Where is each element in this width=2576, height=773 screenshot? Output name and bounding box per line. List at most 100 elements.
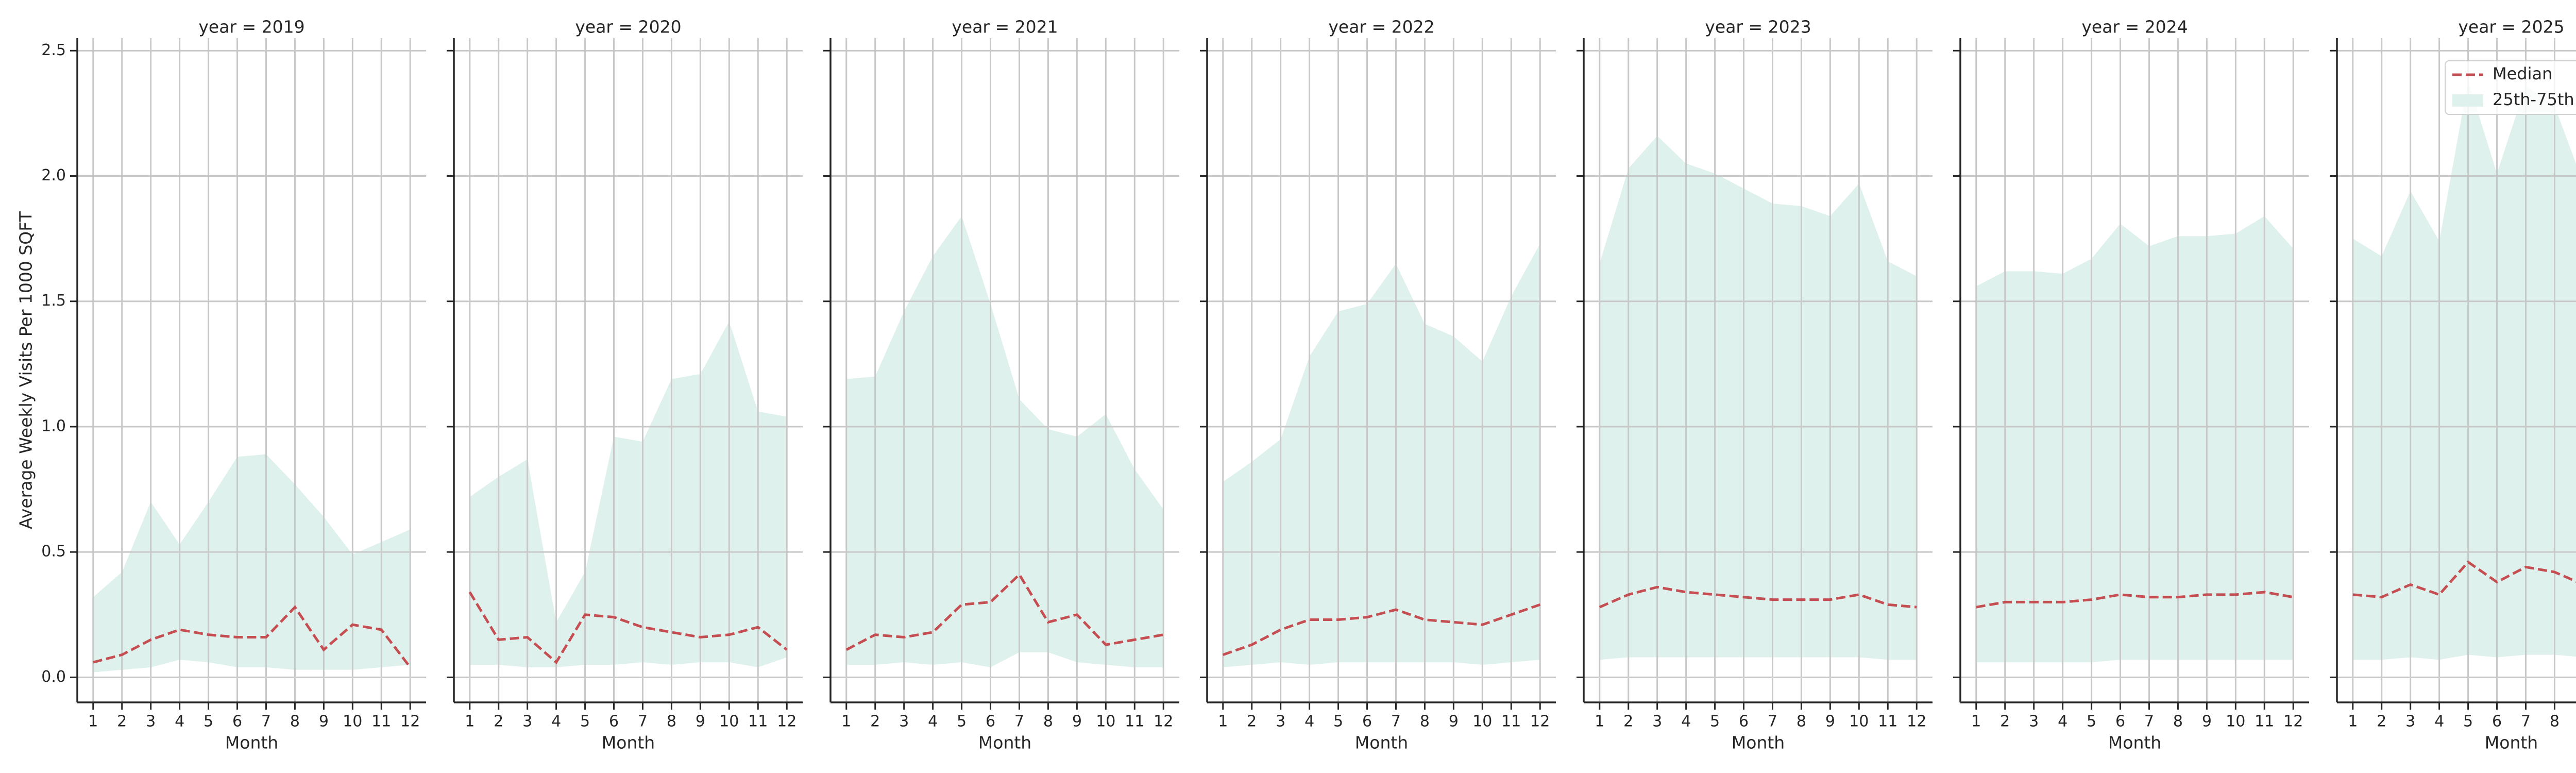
x-tick-label: 7 <box>1391 713 1401 731</box>
x-tick-label: 2 <box>2000 713 2010 731</box>
facet-title: year = 2025 <box>2458 17 2564 37</box>
iqr-band <box>469 321 787 667</box>
x-tick-label: 4 <box>1304 713 1314 731</box>
x-tick-label: 8 <box>2550 713 2560 731</box>
x-tick-label: 1 <box>841 713 851 731</box>
x-tick-label: 8 <box>667 713 676 731</box>
y-tick-label: 2.5 <box>41 41 66 59</box>
facet-title: year = 2024 <box>2081 17 2188 37</box>
x-tick-label: 6 <box>1739 713 1749 731</box>
x-tick-label: 8 <box>1420 713 1430 731</box>
x-tick-label: 2 <box>870 713 880 731</box>
x-tick-label: 10 <box>1849 713 1869 731</box>
x-tick-label: 9 <box>1449 713 1459 731</box>
y-tick-label: 0.5 <box>41 543 66 561</box>
legend-swatch <box>2452 94 2483 107</box>
median-line <box>1599 585 1917 609</box>
x-tick-label: 2 <box>117 713 127 731</box>
x-tick-label: 2 <box>1623 713 1633 731</box>
x-tick-label: 4 <box>1681 713 1691 731</box>
x-tick-label: 5 <box>204 713 213 731</box>
x-tick-label: 6 <box>2492 713 2502 731</box>
x-tick-label: 7 <box>638 713 648 731</box>
x-tick-label: 4 <box>551 713 561 731</box>
iqr-band <box>1976 216 2294 663</box>
x-tick-label: 2 <box>1247 713 1257 731</box>
x-axis-label: Month <box>978 733 1031 753</box>
x-tick-label: 11 <box>1878 713 1897 731</box>
x-tick-label: 11 <box>1501 713 1521 731</box>
x-tick-label: 9 <box>1072 713 1082 731</box>
x-tick-label: 12 <box>400 713 420 731</box>
x-tick-label: 8 <box>1043 713 1053 731</box>
x-tick-label: 11 <box>2255 713 2274 731</box>
x-axis-label: Month <box>1355 733 1408 753</box>
x-tick-label: 6 <box>986 713 995 731</box>
x-tick-label: 7 <box>2521 713 2531 731</box>
x-tick-label: 5 <box>2087 713 2096 731</box>
x-tick-label: 12 <box>777 713 796 731</box>
x-axis-label: Month <box>2108 733 2161 753</box>
x-axis-label: Month <box>602 733 655 753</box>
x-tick-label: 5 <box>1710 713 1720 731</box>
facet-title: year = 2019 <box>198 17 304 37</box>
x-tick-label: 6 <box>1362 713 1372 731</box>
y-tick-label: 1.5 <box>41 292 66 310</box>
facet-title: year = 2023 <box>1705 17 1811 37</box>
iqr-band <box>1599 136 1917 660</box>
iqr-band <box>1223 243 1540 667</box>
x-tick-label: 10 <box>1472 713 1492 731</box>
x-tick-label: 5 <box>957 713 967 731</box>
median-line <box>1222 603 1541 656</box>
x-tick-label: 6 <box>232 713 242 731</box>
x-tick-label: 10 <box>719 713 739 731</box>
x-tick-label: 7 <box>261 713 271 731</box>
x-tick-label: 10 <box>1096 713 1115 731</box>
x-tick-label: 5 <box>580 713 590 731</box>
y-tick-label: 1.0 <box>41 417 66 435</box>
y-axis-label: Average Weekly Visits Per 1000 SQFT <box>16 211 36 529</box>
x-tick-label: 9 <box>1825 713 1835 731</box>
legend: Median 25th-75th Percentile <box>2445 60 2576 115</box>
legend-label: 25th-75th Percentile <box>2493 90 2576 109</box>
median-line <box>468 591 788 665</box>
x-tick-label: 8 <box>1797 713 1806 731</box>
x-tick-label: 9 <box>2202 713 2212 731</box>
facet-title: year = 2020 <box>575 17 681 37</box>
x-tick-label: 4 <box>175 713 184 731</box>
median-line <box>845 572 1164 651</box>
x-axis-label: Month <box>2485 733 2538 753</box>
x-tick-label: 1 <box>1971 713 1981 731</box>
legend-label: Median <box>2493 64 2552 83</box>
x-tick-label: 4 <box>2434 713 2444 731</box>
x-tick-label: 3 <box>2405 713 2415 731</box>
x-tick-label: 3 <box>1276 713 1285 731</box>
iqr-band <box>93 454 411 673</box>
facet-title: year = 2022 <box>1328 17 1434 37</box>
x-tick-label: 10 <box>343 713 362 731</box>
x-tick-label: 9 <box>696 713 705 731</box>
x-tick-label: 8 <box>2173 713 2183 731</box>
x-axis-label: Month <box>225 733 278 753</box>
iqr-band <box>846 216 1164 667</box>
x-tick-label: 7 <box>1768 713 1777 731</box>
iqr-band <box>2352 80 2576 660</box>
x-tick-label: 6 <box>609 713 619 731</box>
x-tick-label: 5 <box>2463 713 2473 731</box>
x-axis-label: Month <box>1732 733 1785 753</box>
x-tick-label: 8 <box>290 713 300 731</box>
x-tick-label: 1 <box>1218 713 1228 731</box>
x-tick-label: 2 <box>2377 713 2386 731</box>
x-tick-label: 2 <box>494 713 503 731</box>
x-tick-label: 5 <box>1333 713 1343 731</box>
x-tick-label: 12 <box>1154 713 1173 731</box>
x-tick-label: 1 <box>465 713 474 731</box>
facet-title: year = 2021 <box>952 17 1058 37</box>
x-tick-label: 7 <box>1014 713 1024 731</box>
x-tick-label: 12 <box>2283 713 2303 731</box>
